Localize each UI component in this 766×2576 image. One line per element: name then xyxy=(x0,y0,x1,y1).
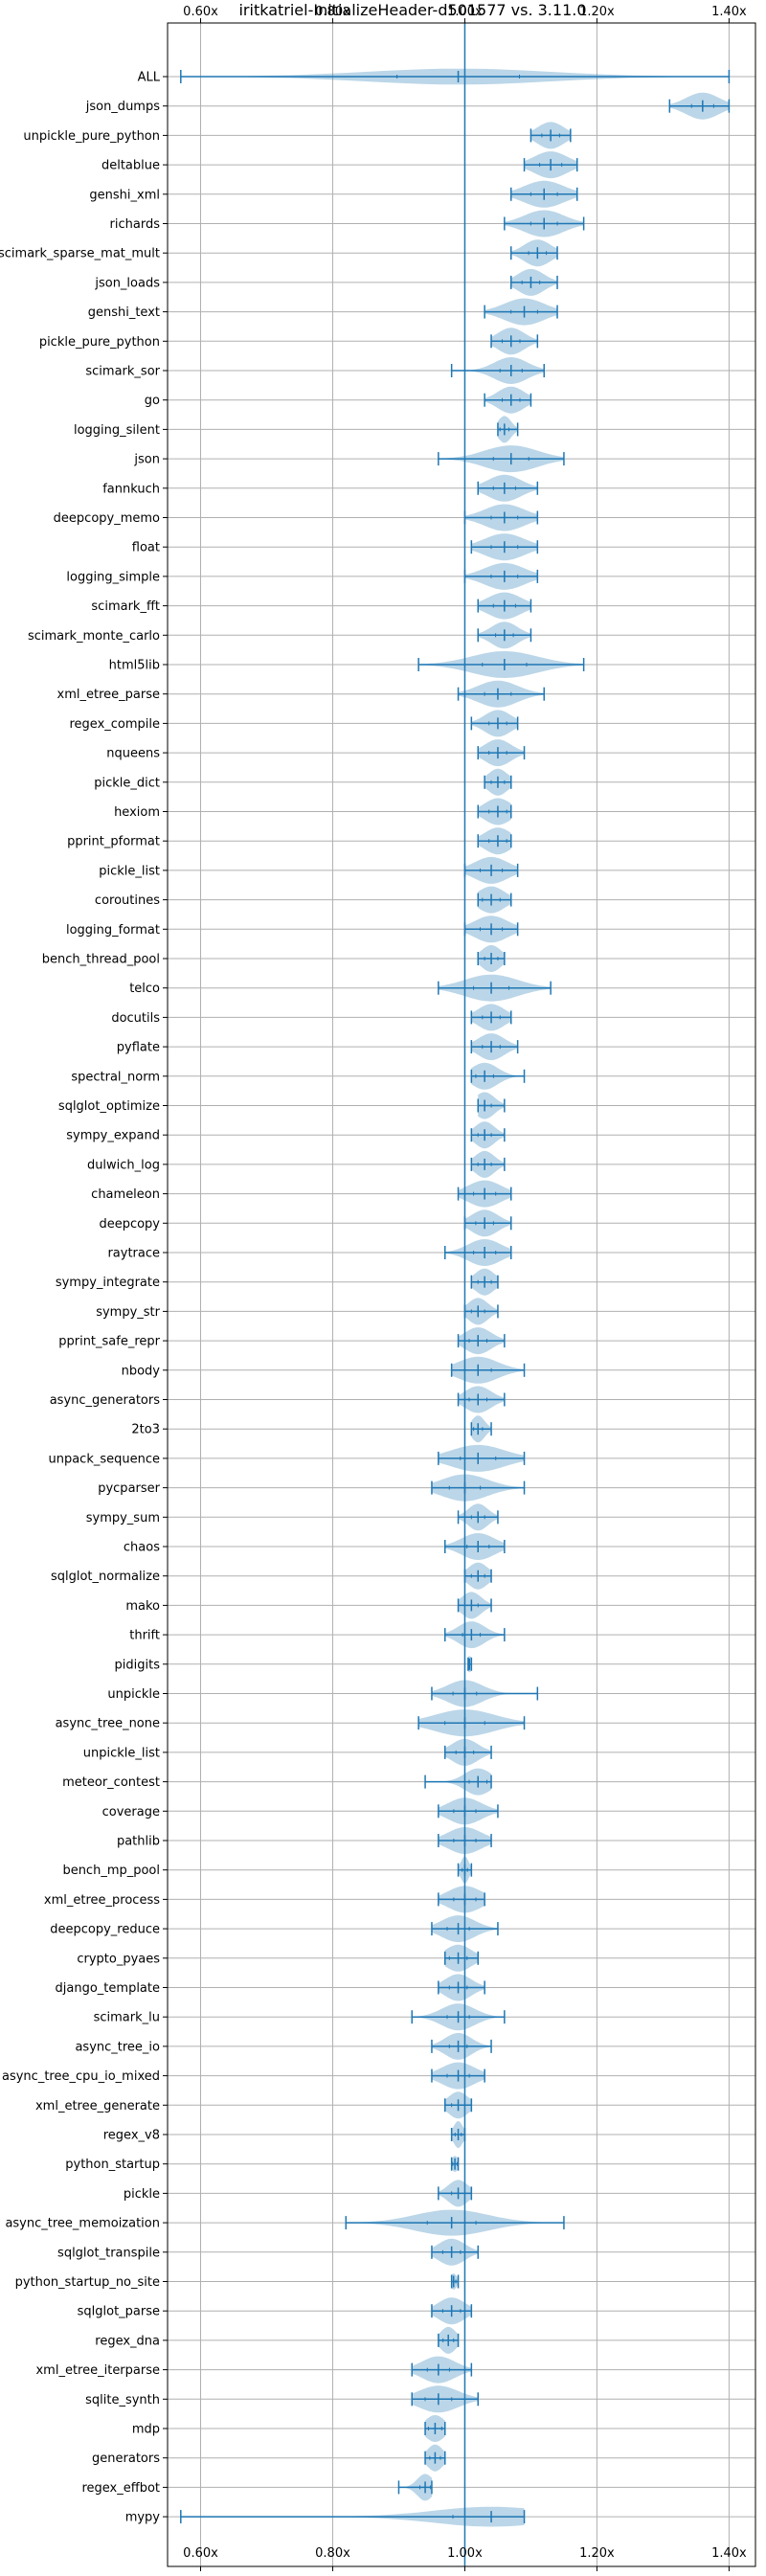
category-label: sqlglot_normalize xyxy=(51,1570,160,1584)
category-label: async_tree_none xyxy=(56,1717,160,1731)
category-label: pprint_safe_repr xyxy=(58,1335,160,1349)
category-label: chameleon xyxy=(91,1187,160,1202)
category-label: unpickle_pure_python xyxy=(23,129,160,144)
category-label: richards xyxy=(110,217,161,232)
category-label: logging_simple xyxy=(66,570,160,584)
x-tick-label-bottom: 1.40x xyxy=(711,2546,747,2561)
category-label: nqueens xyxy=(106,747,160,761)
category-label: coroutines xyxy=(95,893,160,908)
category-label: unpickle_list xyxy=(83,1746,160,1760)
category-label: async_tree_memoization xyxy=(5,2217,160,2231)
category-label: logging_silent xyxy=(74,423,160,438)
violin-layer xyxy=(180,23,731,2566)
category-label: logging_format xyxy=(66,923,160,938)
category-label: pickle_list xyxy=(99,864,160,878)
category-label: genshi_xml xyxy=(89,188,160,202)
category-label: deepcopy_reduce xyxy=(50,1923,160,1937)
category-label: go xyxy=(145,394,160,408)
category-label: pickle_pure_python xyxy=(39,335,160,350)
x-tick-label-top: 0.60x xyxy=(183,5,218,19)
category-label: async_tree_io xyxy=(75,2040,160,2054)
x-tick-label-top: 0.80x xyxy=(315,5,350,19)
category-label: genshi_text xyxy=(88,305,160,320)
category-label: crypto_pyaes xyxy=(77,1952,160,1966)
category-label: regex_effbot xyxy=(81,2481,160,2496)
category-label: regex_v8 xyxy=(103,2129,160,2143)
x-tick-label-top: 1.00x xyxy=(447,5,483,19)
x-tick-label-bottom: 0.60x xyxy=(183,2546,218,2561)
category-label: xml_etree_parse xyxy=(57,688,160,702)
plot-frame xyxy=(167,22,756,2567)
x-tick-label-bottom: 1.20x xyxy=(579,2546,615,2561)
category-label: xml_etree_generate xyxy=(35,2099,160,2113)
category-label: async_tree_cpu_io_mixed xyxy=(2,2069,160,2084)
category-label: sympy_expand xyxy=(66,1129,160,1143)
category-label: json_dumps xyxy=(85,100,160,114)
category-label: sqlglot_transpile xyxy=(57,2246,160,2260)
category-label: pidigits xyxy=(115,1658,161,1672)
category-label: pickle_dict xyxy=(94,776,160,790)
category-label: docutils xyxy=(111,1011,160,1026)
category-label: meteor_contest xyxy=(62,1775,160,1790)
category-label: fannkuch xyxy=(102,482,160,496)
category-label: scimark_fft xyxy=(91,599,160,614)
category-label: unpack_sequence xyxy=(48,1452,160,1466)
category-label: nbody xyxy=(122,1364,161,1378)
category-label: regex_dna xyxy=(95,2334,160,2348)
category-label: mypy xyxy=(125,2511,161,2525)
category-label: dulwich_log xyxy=(87,1158,160,1172)
category-label: spectral_norm xyxy=(71,1070,160,1084)
category-label: coverage xyxy=(102,1805,160,1819)
category-label: pprint_pformat xyxy=(67,835,160,849)
category-label: generators xyxy=(92,2452,160,2466)
category-label: async_generators xyxy=(50,1393,161,1408)
category-label: sympy_str xyxy=(96,1305,160,1320)
category-label: telco xyxy=(129,982,160,996)
category-label: pycparser xyxy=(98,1481,160,1496)
category-label: python_startup_no_site xyxy=(15,2275,160,2290)
category-label: sqlite_synth xyxy=(85,2393,160,2407)
category-label: sqlglot_parse xyxy=(78,2305,160,2319)
chart-title: iritkatriel-InitializeHeader-d501577 vs.… xyxy=(238,1,586,19)
category-label: django_template xyxy=(56,1981,160,1996)
category-label: thrift xyxy=(129,1629,160,1643)
category-label: mdp xyxy=(132,2423,160,2437)
category-label: bench_thread_pool xyxy=(42,953,160,967)
category-label: pickle xyxy=(124,2187,160,2202)
category-label: html5lib xyxy=(109,659,160,673)
category-label: float xyxy=(132,541,160,555)
category-label: sympy_sum xyxy=(86,1511,160,1525)
category-label: json_loads xyxy=(94,276,160,290)
category-label: scimark_monte_carlo xyxy=(28,629,160,644)
axis-layer: 0.60x 0.60x 0.80x 0.80x 1.00x 1.00x 1.20x 1.20x… xyxy=(0,5,747,2571)
category-label: scimark_sparse_mat_mult xyxy=(0,247,160,261)
category-label: pyflate xyxy=(117,1041,160,1055)
category-label: unpickle xyxy=(107,1687,160,1702)
x-tick-label-top: 1.40x xyxy=(711,5,747,19)
category-label: mako xyxy=(125,1599,160,1614)
category-label: hexiom xyxy=(114,805,160,820)
category-label: raytrace xyxy=(107,1247,160,1261)
category-label: regex_compile xyxy=(69,717,160,732)
category-label: ALL xyxy=(138,71,161,85)
category-label: bench_mp_pool xyxy=(62,1864,160,1878)
x-tick-label-bottom: 1.00x xyxy=(447,2546,483,2561)
x-tick-label-bottom: 0.80x xyxy=(315,2546,350,2561)
category-label: chaos xyxy=(124,1541,160,1555)
category-label: sympy_integrate xyxy=(56,1276,160,1290)
category-label: 2to3 xyxy=(131,1423,160,1437)
category-label: scimark_lu xyxy=(94,2011,160,2025)
category-label: scimark_sor xyxy=(85,365,160,379)
category-label: json xyxy=(133,453,160,467)
category-label: python_startup xyxy=(65,2158,160,2172)
x-tick-label-top: 1.20x xyxy=(579,5,615,19)
category-label: deepcopy xyxy=(99,1217,160,1232)
category-label: xml_etree_process xyxy=(44,1893,160,1908)
category-label: xml_etree_iterparse xyxy=(35,2363,160,2378)
category-label: sqlglot_optimize xyxy=(58,1099,160,1114)
category-label: deepcopy_memo xyxy=(54,511,160,526)
category-label: pathlib xyxy=(117,1835,160,1849)
category-label: deltablue xyxy=(101,159,160,173)
